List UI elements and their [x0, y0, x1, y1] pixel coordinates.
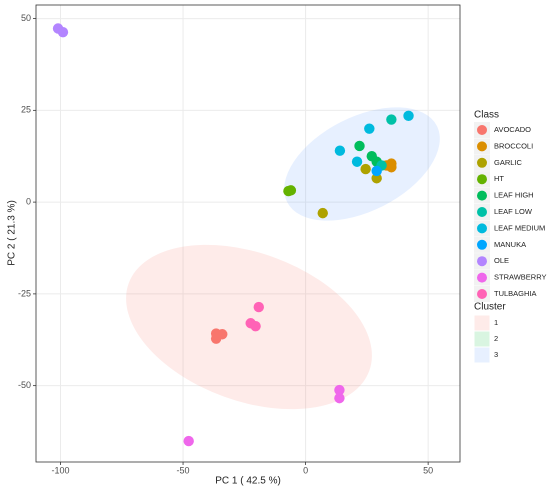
legend-label: 2: [494, 334, 498, 343]
legend-label: MANUKA: [494, 240, 526, 249]
legend-key: [473, 346, 491, 364]
point: [334, 145, 346, 156]
cluster-ellipse: [284, 107, 440, 221]
legend-label: AVOCADO: [494, 125, 531, 134]
legend-marker: [477, 207, 487, 217]
point: [217, 329, 228, 340]
y-tick-label: 0: [26, 196, 31, 206]
legend-label: BROCCOLI: [494, 141, 533, 150]
points: [52, 23, 414, 447]
point: [317, 207, 328, 219]
point: [371, 173, 382, 184]
x-tick-label: -100: [52, 465, 70, 475]
y-tick-label: 50: [21, 13, 31, 23]
x-tick-label: -50: [177, 465, 190, 475]
legend-marker: [477, 157, 487, 168]
y-tick-label: 25: [21, 105, 31, 115]
legend-label: 3: [494, 350, 498, 359]
legend-label: STRAWBERRY: [494, 273, 547, 282]
point: [403, 110, 414, 122]
legend-marker: [477, 190, 487, 201]
point: [250, 320, 261, 332]
point: [386, 114, 397, 125]
panel-border: [35, 4, 461, 463]
legend-key: [473, 330, 491, 348]
legend-label: LEAF HIGH: [494, 191, 534, 200]
point: [285, 185, 297, 196]
point: [364, 123, 375, 134]
y-tick-label: -50: [18, 380, 31, 390]
legend-title: Class: [474, 110, 499, 121]
grid: [36, 5, 460, 462]
point: [360, 163, 371, 175]
legend-marker: [477, 289, 487, 299]
legend-label: GARLIC: [494, 158, 523, 167]
legend-label: LEAF LOW: [494, 207, 533, 216]
point: [253, 301, 264, 313]
legend-marker: [477, 141, 487, 152]
legend-label: TULBAGHIA: [494, 289, 537, 298]
legend-marker: [477, 174, 487, 185]
point: [334, 384, 345, 396]
legend-marker: [477, 272, 487, 283]
legend-marker: [477, 223, 487, 234]
legend-label: OLE: [494, 256, 509, 265]
point: [334, 392, 345, 404]
x-axis-title: PC 1 ( 42.5 %): [215, 476, 281, 487]
legend-marker: [477, 256, 487, 267]
x-tick-label: 0: [303, 465, 308, 475]
point: [57, 26, 69, 38]
point: [351, 156, 363, 167]
legend-marker: [477, 239, 487, 250]
point: [354, 140, 365, 152]
point: [183, 435, 194, 447]
legend-label: HT: [494, 174, 504, 183]
x-tick-label: 50: [423, 465, 433, 475]
point: [371, 165, 382, 177]
legend-label: 1: [494, 318, 498, 327]
legend-key: [473, 314, 491, 332]
legend-label: LEAF MEDIUM: [494, 223, 545, 232]
legend-title: Cluster: [474, 302, 506, 313]
legend-marker: [477, 125, 487, 135]
y-axis-title: PC 2 ( 21.3 %): [7, 200, 18, 266]
y-tick-label: -25: [18, 288, 31, 298]
